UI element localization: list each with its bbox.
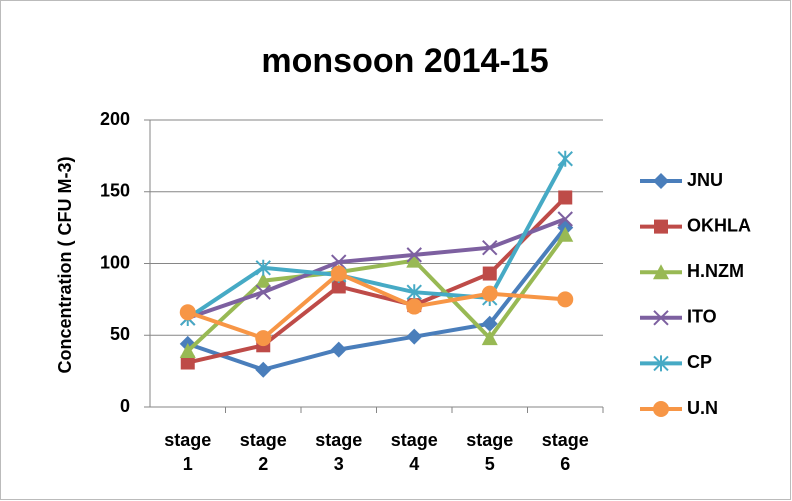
marker xyxy=(557,211,573,227)
y-tick-label: 150 xyxy=(100,181,130,201)
series-line xyxy=(187,271,566,341)
marker xyxy=(180,355,195,370)
y-tick-label: 50 xyxy=(110,324,130,344)
series-line xyxy=(186,157,568,320)
y-tick-label: 100 xyxy=(100,252,130,272)
legend-label: JNU xyxy=(687,170,723,190)
series-line xyxy=(187,196,567,365)
x-tick-label: stage 5 xyxy=(466,430,514,474)
marker xyxy=(406,328,423,345)
marker xyxy=(255,259,271,276)
marker xyxy=(406,298,423,315)
marker xyxy=(481,330,498,346)
marker xyxy=(255,361,272,378)
x-tick-label: stage 4 xyxy=(390,430,438,474)
marker xyxy=(481,315,498,332)
marker xyxy=(406,284,422,301)
x-tick-label: stage 1 xyxy=(164,430,212,474)
y-axis-label: Concentration ( CFU M-3) xyxy=(55,157,75,374)
marker xyxy=(653,355,669,372)
marker xyxy=(179,343,196,359)
x-tick-label: stage 3 xyxy=(315,430,363,474)
marker xyxy=(330,265,347,282)
marker xyxy=(255,272,272,288)
y-tick-label: 0 xyxy=(120,396,130,416)
marker xyxy=(557,150,573,167)
legend-label: ITO xyxy=(687,307,717,327)
legend-label: U.N xyxy=(687,398,718,418)
x-tick-label: stage 6 xyxy=(541,430,589,474)
marker xyxy=(482,240,498,256)
legend-label: H.NZM xyxy=(687,261,744,281)
marker xyxy=(331,279,346,294)
legend-label: CP xyxy=(687,352,712,372)
marker xyxy=(653,310,669,326)
chart-title: monsoon 2014-15 xyxy=(261,42,548,80)
marker xyxy=(653,401,669,417)
y-tick-label: 200 xyxy=(100,109,130,129)
marker xyxy=(557,226,574,242)
marker xyxy=(481,285,498,302)
marker xyxy=(331,254,347,270)
marker xyxy=(406,252,423,268)
marker xyxy=(654,219,668,234)
marker xyxy=(330,341,347,358)
x-tick-label: stage 2 xyxy=(239,430,287,474)
marker xyxy=(482,266,497,281)
marker xyxy=(557,291,574,308)
marker xyxy=(255,284,271,300)
marker xyxy=(179,304,196,321)
series-line xyxy=(187,217,566,320)
marker xyxy=(255,330,272,347)
series-line xyxy=(186,233,567,353)
series-line xyxy=(187,226,567,372)
marker xyxy=(558,190,573,205)
marker xyxy=(653,264,669,280)
marker xyxy=(653,173,669,189)
marker xyxy=(406,247,422,263)
legend-label: OKHLA xyxy=(687,215,751,235)
